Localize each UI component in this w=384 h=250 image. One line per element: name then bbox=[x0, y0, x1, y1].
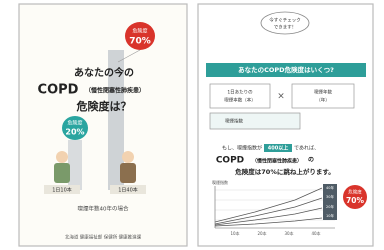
copd-text: COPD bbox=[216, 156, 244, 166]
input-box bbox=[292, 84, 354, 108]
man-left bbox=[54, 151, 70, 183]
result-box bbox=[210, 113, 300, 129]
series-label: 10年 bbox=[326, 213, 334, 218]
input-box bbox=[210, 84, 270, 108]
box-text: 1日あたりの bbox=[227, 90, 253, 96]
bubble-line: できます！ bbox=[274, 24, 297, 31]
heading-sub: （慢性閉塞性肺疾患） bbox=[85, 87, 145, 95]
balloon-label: 危険度 bbox=[132, 28, 147, 35]
x-label: 40本 bbox=[311, 230, 320, 236]
balloon-label: 危険度 bbox=[67, 120, 82, 127]
box-text: （年） bbox=[316, 97, 330, 104]
box-text: 喫煙年数 bbox=[314, 89, 332, 96]
series-label: 30年 bbox=[326, 194, 334, 199]
short-column bbox=[68, 140, 82, 190]
series-label: 40年 bbox=[326, 185, 334, 190]
copd-after: の bbox=[308, 157, 314, 164]
box-text: 喫煙本数（本） bbox=[224, 97, 256, 104]
body-text: であれば、 bbox=[294, 145, 319, 152]
person-label: 1日10本 bbox=[52, 187, 72, 194]
bubble-line: 今すぐチェック bbox=[269, 17, 301, 24]
x-label: 20本 bbox=[257, 230, 266, 236]
heading-copd: COPD bbox=[38, 83, 79, 98]
emphasis-text: 危険度は70%に跳ね上がります。 bbox=[234, 167, 334, 176]
balloon-value: 20% bbox=[65, 128, 84, 137]
header-text: あなたのCOPD危険度はいくつ? bbox=[238, 65, 334, 74]
copd-sub: （慢性閉塞性肺疾患） bbox=[252, 158, 302, 165]
heading-line1: あなたの今の bbox=[74, 66, 134, 79]
x-label: 10本 bbox=[230, 230, 239, 236]
pamphlet-spread: 危険度 70% あなたの今の COPD （慢性閉塞性肺疾患） 危険度は？ 危険度… bbox=[0, 0, 384, 250]
highlight-text: 400以上 bbox=[268, 145, 288, 152]
series-label: 20年 bbox=[326, 204, 334, 209]
person-label: 1日40本 bbox=[118, 187, 138, 194]
balloon-value: 70% bbox=[129, 37, 151, 47]
body-text: もし、喫煙指数が bbox=[222, 145, 262, 152]
badge-label: 危険度 bbox=[348, 189, 362, 196]
box-text: 喫煙指数 bbox=[225, 118, 243, 125]
badge-value: 70% bbox=[346, 196, 364, 205]
footer: 北海道 健康福祉部 保健所 健康推進課 bbox=[65, 234, 142, 241]
x-label: 30本 bbox=[284, 230, 293, 236]
heading-line3: 危険度は？ bbox=[76, 99, 132, 113]
chart-title: 喫煙指数 bbox=[212, 179, 228, 185]
times-sign: × bbox=[277, 92, 285, 102]
caption: 喫煙年数40年の場合 bbox=[78, 205, 129, 213]
man-right bbox=[120, 151, 136, 183]
